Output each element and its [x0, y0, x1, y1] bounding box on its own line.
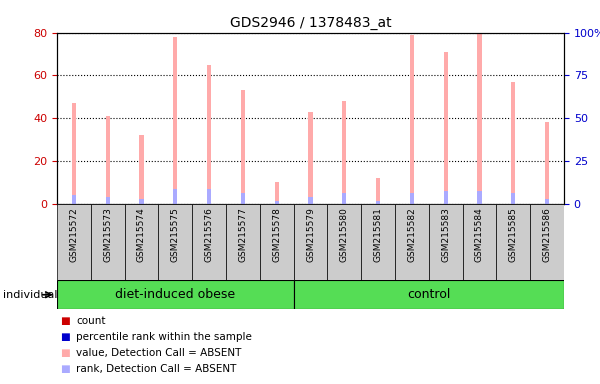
Bar: [241, 90, 245, 204]
Bar: [496, 204, 530, 280]
Title: GDS2946 / 1378483_at: GDS2946 / 1378483_at: [230, 16, 391, 30]
Bar: [342, 101, 346, 204]
Bar: [443, 191, 448, 204]
Text: GSM215576: GSM215576: [205, 207, 214, 262]
Text: rank, Detection Call = ABSENT: rank, Detection Call = ABSENT: [76, 364, 236, 374]
Bar: [361, 204, 395, 280]
Text: value, Detection Call = ABSENT: value, Detection Call = ABSENT: [76, 348, 242, 358]
Bar: [293, 280, 564, 309]
Bar: [511, 82, 515, 204]
Bar: [395, 204, 429, 280]
Text: GSM215586: GSM215586: [542, 207, 551, 262]
Bar: [72, 103, 76, 204]
Bar: [275, 201, 279, 204]
Bar: [293, 204, 328, 280]
Text: GSM215575: GSM215575: [171, 207, 180, 262]
Text: diet-induced obese: diet-induced obese: [115, 288, 235, 301]
Bar: [57, 204, 91, 280]
Bar: [511, 193, 515, 204]
Text: GSM215578: GSM215578: [272, 207, 281, 262]
Bar: [72, 195, 76, 204]
Bar: [429, 204, 463, 280]
Bar: [207, 65, 211, 204]
Bar: [478, 191, 482, 204]
Text: individual: individual: [3, 290, 58, 300]
Text: GSM215577: GSM215577: [238, 207, 247, 262]
Bar: [106, 197, 110, 204]
Bar: [173, 189, 178, 204]
Bar: [328, 204, 361, 280]
Bar: [545, 199, 549, 204]
Bar: [91, 204, 125, 280]
Bar: [410, 193, 414, 204]
Text: ■: ■: [60, 332, 70, 342]
Text: ■: ■: [60, 364, 70, 374]
Text: GSM215581: GSM215581: [374, 207, 383, 262]
Bar: [443, 52, 448, 204]
Text: percentile rank within the sample: percentile rank within the sample: [76, 332, 252, 342]
Bar: [106, 116, 110, 204]
Text: control: control: [407, 288, 451, 301]
Bar: [139, 199, 143, 204]
Bar: [275, 182, 279, 204]
Bar: [158, 204, 192, 280]
Bar: [260, 204, 293, 280]
Bar: [173, 37, 178, 204]
Text: GSM215580: GSM215580: [340, 207, 349, 262]
Bar: [57, 280, 293, 309]
Bar: [376, 201, 380, 204]
Bar: [226, 204, 260, 280]
Bar: [139, 135, 143, 204]
Bar: [463, 204, 496, 280]
Bar: [207, 189, 211, 204]
Text: GSM215572: GSM215572: [70, 207, 79, 262]
Bar: [125, 204, 158, 280]
Text: ■: ■: [60, 348, 70, 358]
Text: GSM215574: GSM215574: [137, 207, 146, 262]
Bar: [308, 197, 313, 204]
Bar: [241, 193, 245, 204]
Bar: [545, 122, 549, 204]
Bar: [410, 35, 414, 204]
Text: GSM215584: GSM215584: [475, 207, 484, 262]
Bar: [342, 193, 346, 204]
Text: GSM215573: GSM215573: [103, 207, 112, 262]
Bar: [530, 204, 564, 280]
Text: GSM215585: GSM215585: [509, 207, 518, 262]
Bar: [376, 178, 380, 204]
Bar: [478, 33, 482, 204]
Bar: [192, 204, 226, 280]
Text: count: count: [76, 316, 106, 326]
Text: GSM215579: GSM215579: [306, 207, 315, 262]
Text: GSM215583: GSM215583: [441, 207, 450, 262]
Text: ■: ■: [60, 316, 70, 326]
Bar: [308, 112, 313, 204]
Text: GSM215582: GSM215582: [407, 207, 416, 262]
